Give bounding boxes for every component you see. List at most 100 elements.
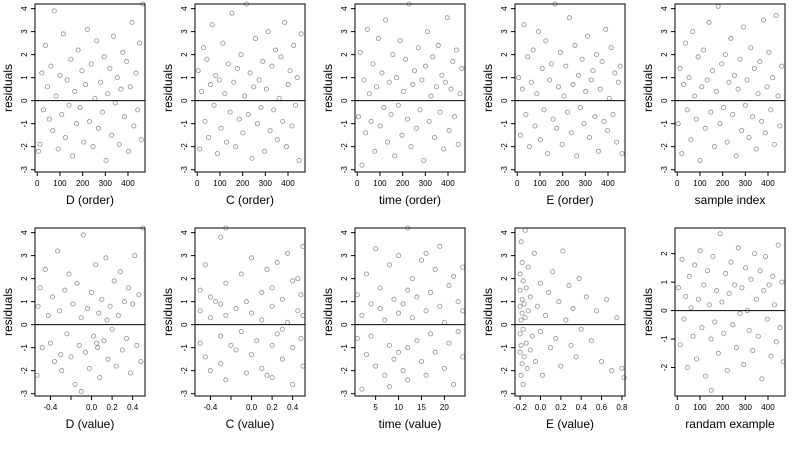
data-point [279,326,285,332]
data-point [249,310,255,316]
data-point [576,72,582,78]
y-tick-label: 4 [20,6,29,11]
data-point [234,65,240,71]
data-point [442,79,448,85]
data-point [105,91,111,97]
y-tick-label: 0 [500,322,509,327]
data-point [519,260,525,266]
data-point [455,299,461,305]
data-point [44,84,50,90]
data-point [363,130,369,136]
data-point [775,242,781,248]
data-point [553,335,559,341]
x-tick-label: 300 [739,179,753,188]
y-tick-label: -1 [20,344,29,352]
data-point [450,59,456,65]
data-point [581,121,587,127]
data-point [604,296,610,302]
data-point [455,141,461,147]
data-point [218,361,224,367]
y-axis-title: residuals [481,288,495,336]
data-point [522,227,528,233]
data-point [697,248,703,254]
data-point [703,373,709,379]
data-point [588,338,594,344]
data-point [432,266,438,272]
x-tick-label: 0.0 [535,403,547,412]
data-point [111,278,117,284]
data-point [701,282,707,288]
data-point [225,61,231,67]
x-axis-title: time (value) [379,417,442,431]
data-point [269,285,275,291]
data-point [223,377,229,383]
data-point [721,330,727,336]
data-point [92,95,98,101]
data-point [80,232,86,238]
y-tick-label: 0 [660,98,669,103]
data-point [460,354,466,360]
data-point [733,345,739,351]
data-point [238,271,244,277]
data-point [560,248,566,254]
data-point [595,148,601,154]
data-point [282,19,288,25]
data-point [675,285,681,291]
data-point [382,317,388,323]
data-point [730,111,736,117]
data-point [46,116,52,122]
data-point [290,278,296,284]
data-point [744,77,750,83]
data-point [405,225,411,231]
data-point [119,347,125,353]
data-point [290,345,296,351]
data-point [520,381,526,387]
data-point [84,306,90,312]
data-point [697,157,703,163]
data-point [101,338,107,344]
data-point [543,38,549,44]
data-point [741,362,747,368]
y-tick-label: 4 [500,6,509,11]
y-tick-label: 1 [660,279,669,284]
data-point [42,266,48,272]
data-point [605,128,611,134]
data-point [619,365,625,371]
data-point [298,31,304,37]
data-point [746,328,752,334]
data-point [386,342,392,348]
x-tick-label: 300 [419,179,433,188]
data-point [746,134,752,140]
data-point [546,77,552,83]
data-point [520,326,526,332]
data-point [775,93,781,99]
x-tick-label: 100 [533,179,547,188]
data-point [279,296,285,302]
data-point [715,3,721,9]
data-point [285,250,291,256]
data-point [377,285,383,291]
data-point [96,125,102,131]
data-point [126,285,132,291]
data-point [405,287,411,293]
data-point [52,358,58,364]
data-point [218,234,224,240]
data-point [524,365,530,371]
data-point [525,264,531,270]
y-tick-label: -2 [20,143,29,151]
data-point [545,151,551,157]
data-point [548,61,554,67]
data-point [518,239,524,245]
data-point [223,225,229,231]
y-tick-label: -2 [340,367,349,375]
y-tick-label: 1 [180,75,189,80]
data-point [81,139,87,145]
data-point [761,288,767,294]
data-point [757,59,763,65]
data-point [675,121,681,127]
data-point [386,384,392,390]
data-point [62,134,68,140]
data-point [124,59,130,65]
data-point [72,381,78,387]
data-point [677,65,683,71]
